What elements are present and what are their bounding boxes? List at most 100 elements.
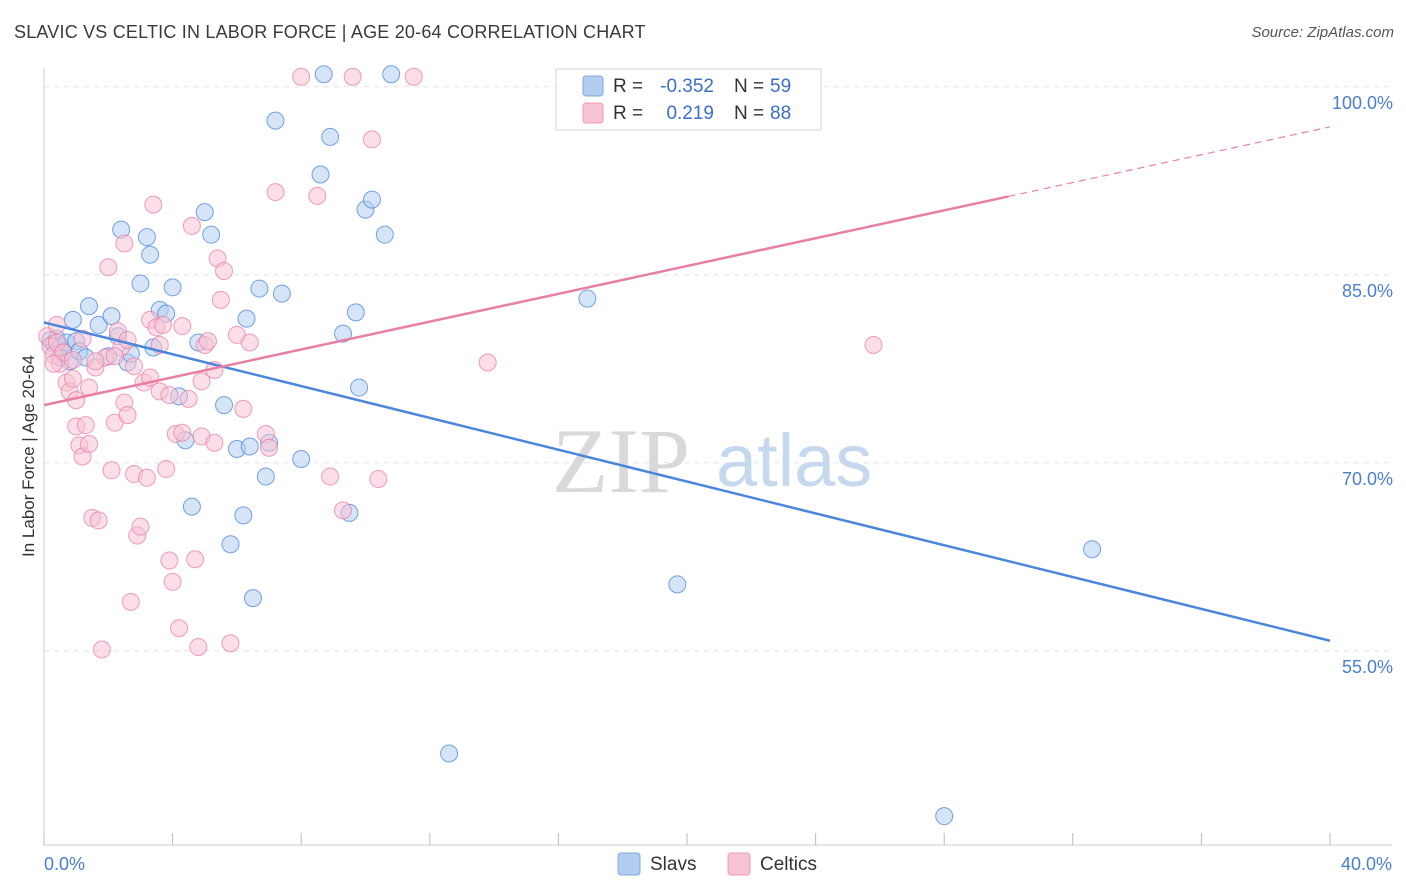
point-celtics bbox=[234, 399, 253, 418]
point-celtics bbox=[173, 317, 192, 336]
legend-n-label-slavs: N = bbox=[734, 76, 764, 97]
legend-n-value-celtics: 88 bbox=[770, 103, 791, 124]
trend-line-celtics-extension bbox=[1008, 126, 1331, 198]
trend-line-celtics bbox=[43, 195, 1009, 407]
point-celtics bbox=[160, 551, 179, 570]
point-celtics bbox=[153, 315, 172, 334]
point-celtics bbox=[189, 637, 208, 656]
legend-n-value-slavs: 59 bbox=[770, 76, 791, 97]
y-axis-title: In Labor Force | Age 20-64 bbox=[19, 355, 38, 557]
x-tick-label-max: 40.0% bbox=[1341, 854, 1392, 874]
series-legend-label-celtics: Celtics bbox=[760, 854, 817, 875]
point-celtics bbox=[76, 416, 95, 435]
point-celtics bbox=[102, 461, 121, 480]
point-celtics bbox=[99, 258, 118, 277]
point-celtics bbox=[173, 423, 192, 442]
x-ticks bbox=[43, 833, 1331, 845]
point-slavs bbox=[362, 190, 381, 209]
y-tick-labels: 55.0% 70.0% 85.0% 100.0% bbox=[1332, 93, 1393, 677]
point-celtics bbox=[125, 357, 144, 376]
point-celtics bbox=[215, 262, 234, 281]
point-slavs bbox=[240, 437, 259, 456]
point-celtics bbox=[266, 183, 285, 202]
point-celtics bbox=[240, 333, 259, 352]
point-slavs bbox=[314, 65, 333, 84]
point-celtics bbox=[179, 389, 198, 408]
point-celtics bbox=[343, 67, 362, 86]
point-slavs bbox=[440, 744, 459, 763]
legend-swatch-slavs bbox=[582, 75, 604, 97]
x-tick-label-min: 0.0% bbox=[44, 854, 85, 874]
point-celtics bbox=[73, 329, 92, 348]
y-tick-label: 85.0% bbox=[1342, 281, 1393, 301]
chart-title: SLAVIC VS CELTIC IN LABOR FORCE | AGE 20… bbox=[14, 22, 646, 42]
point-slavs bbox=[1083, 540, 1102, 559]
legend-r-value-celtics: 0.219 bbox=[666, 103, 714, 124]
point-celtics bbox=[864, 335, 883, 354]
point-celtics bbox=[121, 592, 140, 611]
point-slavs bbox=[237, 309, 256, 328]
point-slavs bbox=[89, 315, 108, 334]
gridlines bbox=[44, 86, 1392, 652]
point-celtics bbox=[186, 550, 205, 569]
point-celtics bbox=[131, 517, 150, 536]
point-slavs bbox=[215, 396, 234, 415]
point-slavs bbox=[266, 111, 285, 130]
point-celtics bbox=[211, 290, 230, 309]
point-celtics bbox=[89, 511, 108, 530]
point-celtics bbox=[92, 640, 111, 659]
point-celtics bbox=[63, 369, 82, 388]
series-legend-label-slavs: Slavs bbox=[650, 854, 696, 875]
point-slavs bbox=[102, 307, 121, 326]
point-slavs bbox=[80, 297, 99, 316]
legend-n-label-celtics: N = bbox=[734, 103, 764, 124]
data-points bbox=[38, 65, 1102, 826]
y-tick-label: 70.0% bbox=[1342, 469, 1393, 489]
point-celtics bbox=[137, 468, 156, 487]
watermark-zip: ZIP bbox=[552, 410, 690, 512]
point-slavs bbox=[311, 165, 330, 184]
point-slavs bbox=[243, 589, 262, 608]
series-legend: Slavs Celtics bbox=[617, 852, 817, 876]
point-slavs bbox=[137, 228, 156, 247]
legend-swatch-celtics bbox=[582, 102, 604, 124]
point-celtics bbox=[80, 434, 99, 453]
point-celtics bbox=[63, 351, 82, 370]
y-tick-label: 55.0% bbox=[1342, 657, 1393, 677]
point-slavs bbox=[668, 575, 687, 594]
point-slavs bbox=[321, 127, 340, 146]
point-slavs bbox=[292, 450, 311, 469]
point-celtics bbox=[198, 332, 217, 351]
point-slavs bbox=[346, 303, 365, 322]
point-celtics bbox=[157, 460, 176, 479]
point-celtics bbox=[182, 216, 201, 235]
y-tick-label: 100.0% bbox=[1332, 93, 1393, 113]
point-celtics bbox=[205, 433, 224, 452]
series-legend-swatch-slavs bbox=[617, 852, 641, 876]
watermark-atlas: atlas bbox=[716, 419, 872, 502]
point-slavs bbox=[141, 245, 160, 264]
point-slavs bbox=[256, 467, 275, 486]
point-slavs bbox=[272, 284, 291, 303]
point-celtics bbox=[105, 347, 124, 366]
point-celtics bbox=[170, 619, 189, 638]
series-legend-swatch-celtics bbox=[727, 852, 751, 876]
legend-r-value-slavs: -0.352 bbox=[660, 76, 714, 97]
legend-r-label-celtics: R = bbox=[613, 103, 643, 124]
point-slavs bbox=[333, 324, 352, 343]
point-celtics bbox=[192, 372, 211, 391]
watermark: ZIP atlas bbox=[552, 410, 872, 512]
point-celtics bbox=[221, 634, 240, 653]
point-slavs bbox=[221, 535, 240, 554]
point-slavs bbox=[131, 274, 150, 293]
point-celtics bbox=[404, 67, 423, 86]
point-celtics bbox=[144, 195, 163, 214]
point-celtics bbox=[115, 234, 134, 253]
point-celtics bbox=[260, 438, 279, 457]
point-slavs bbox=[234, 506, 253, 525]
point-slavs bbox=[350, 378, 369, 397]
source-credit: Source: ZipAtlas.com bbox=[1251, 24, 1394, 41]
point-slavs bbox=[63, 310, 82, 329]
point-celtics bbox=[118, 330, 137, 349]
